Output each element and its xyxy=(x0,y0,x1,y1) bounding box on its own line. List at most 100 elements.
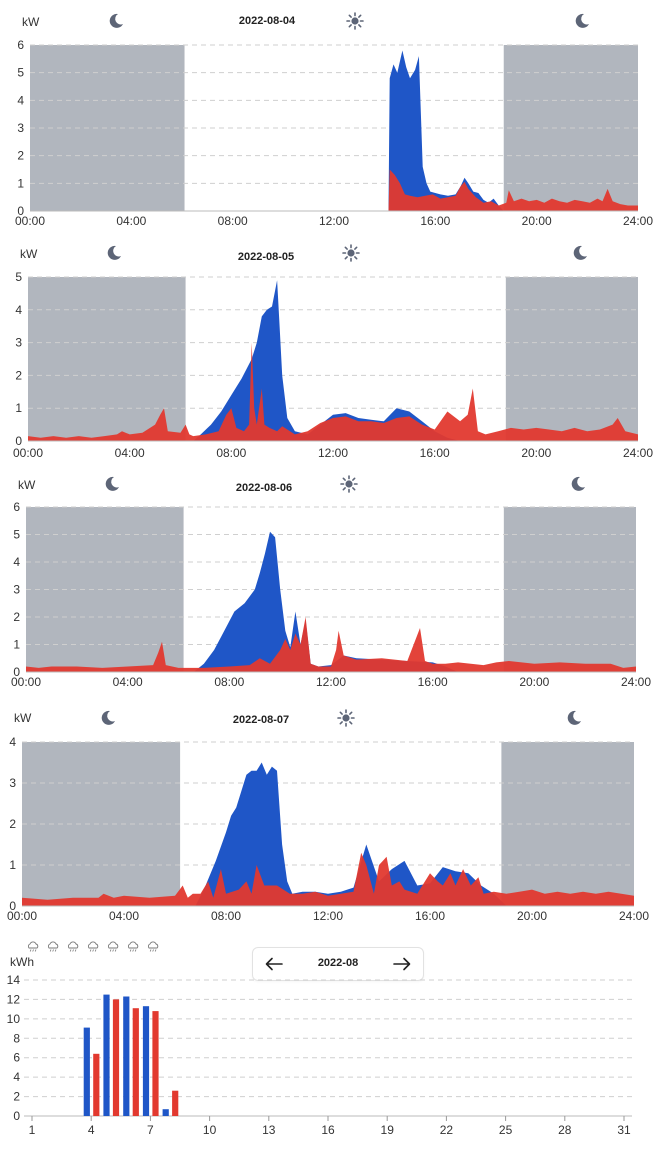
x-tick-label: 04:00 xyxy=(109,909,139,923)
y-tick-label: 2 xyxy=(13,610,20,624)
sun-icon xyxy=(337,709,355,727)
arrow-right-icon xyxy=(393,957,411,971)
y-tick-label: 5 xyxy=(13,528,20,542)
daily-chart-4: 0 1 2 3 4 00:00 04:00 08:00 12:00 16:00 20:00 24:00… xyxy=(7,709,649,923)
x-tick-label: 7 xyxy=(147,1123,154,1137)
daily-chart-2: 0 1 2 3 4 5 00:00 04:00 08:00 12:00 16:00 20:00 24:0… xyxy=(13,244,653,460)
moon-icon xyxy=(109,13,123,28)
cloud-rain-icon xyxy=(87,941,99,952)
cloud-rain-icon xyxy=(107,941,119,952)
consumption-area xyxy=(30,169,638,211)
x-tick-label: 00:00 xyxy=(11,675,41,689)
x-tick-label: 24:00 xyxy=(619,909,649,923)
period-label: 2022-08 xyxy=(317,957,359,969)
sun-icon xyxy=(342,244,360,262)
daily-chart-3: 0 1 2 3 4 5 6 00:00 04:00 08:00 12:00 16:00 20:00 24:… xyxy=(11,475,651,689)
x-tick-label: 08:00 xyxy=(216,446,246,460)
production-bar xyxy=(103,994,110,1116)
period-navigator: 2022-08 xyxy=(252,947,424,981)
x-tick-label: 20:00 xyxy=(521,446,551,460)
y-unit-label: kWh xyxy=(10,955,34,969)
x-tick-label: 12:00 xyxy=(316,675,346,689)
consumption-bar xyxy=(93,1053,100,1116)
y-tick-label: 12 xyxy=(7,992,21,1006)
cloud-rain-icon xyxy=(47,941,59,952)
next-month-button[interactable] xyxy=(389,952,415,976)
x-tick-label: 08:00 xyxy=(211,909,241,923)
night-shade xyxy=(22,742,181,906)
y-tick-label: 6 xyxy=(17,38,24,52)
moon-icon xyxy=(573,245,587,260)
consumption-area xyxy=(22,852,634,906)
x-tick-label: 16:00 xyxy=(415,909,445,923)
x-tick-label: 4 xyxy=(88,1123,95,1137)
y-tick-label: 0 xyxy=(13,665,20,679)
consumption-bar xyxy=(172,1090,179,1116)
production-bar xyxy=(83,1027,90,1116)
y-tick-label: 1 xyxy=(9,858,16,872)
chart-date-title: 2022-08-06 xyxy=(236,482,292,494)
cloud-rain-icon xyxy=(67,941,79,952)
x-tick-label: 00:00 xyxy=(13,446,43,460)
y-tick-label: 5 xyxy=(15,270,22,284)
x-tick-label: 00:00 xyxy=(15,214,45,228)
moon-icon xyxy=(105,476,119,491)
cloud-rain-icon xyxy=(147,941,159,952)
y-tick-label: 1 xyxy=(13,638,20,652)
x-tick-label: 12:00 xyxy=(313,909,343,923)
previous-month-button[interactable] xyxy=(261,952,287,976)
x-tick-label: 20:00 xyxy=(522,214,552,228)
x-tick-label: 04:00 xyxy=(113,675,143,689)
x-tick-label: 16:00 xyxy=(420,214,450,228)
consumption-bar xyxy=(132,1008,139,1116)
cloud-rain-icon xyxy=(127,941,139,952)
chart-date-title: 2022-08-07 xyxy=(233,714,289,726)
moon-icon xyxy=(101,710,115,725)
x-tick-label: 19 xyxy=(381,1123,395,1137)
production-bar xyxy=(162,1109,169,1116)
x-tick-label: 16:00 xyxy=(418,675,448,689)
y-tick-label: 3 xyxy=(15,336,22,350)
y-tick-label: 10 xyxy=(7,1012,21,1026)
y-tick-label: 1 xyxy=(17,176,24,190)
x-tick-label: 08:00 xyxy=(218,214,248,228)
x-tick-label: 1 xyxy=(29,1123,36,1137)
night-shade xyxy=(505,277,638,441)
y-tick-label: 6 xyxy=(13,1051,20,1065)
sun-icon xyxy=(346,12,364,30)
night-shade xyxy=(28,277,186,441)
y-tick-label: 14 xyxy=(7,973,21,987)
y-tick-label: 6 xyxy=(13,500,20,514)
consumption-area xyxy=(28,342,638,441)
x-tick-label: 12:00 xyxy=(318,446,348,460)
weather-icons-svg xyxy=(27,941,159,952)
x-tick-label: 28 xyxy=(558,1123,572,1137)
moon-icon xyxy=(575,13,589,28)
moon-icon xyxy=(567,710,581,725)
y-tick-label: 5 xyxy=(17,66,24,80)
y-tick-label: 3 xyxy=(17,121,24,135)
x-tick-label: 00:00 xyxy=(7,909,37,923)
moon-icon xyxy=(107,245,121,260)
arrow-left-icon xyxy=(265,957,283,971)
production-bar xyxy=(123,996,130,1116)
y-unit-label: kW xyxy=(18,478,36,492)
y-tick-label: 0 xyxy=(9,899,16,913)
x-tick-label: 20:00 xyxy=(517,909,547,923)
y-tick-label: 2 xyxy=(13,1090,20,1104)
consumption-bar xyxy=(152,1011,159,1116)
x-tick-label: 20:00 xyxy=(519,675,549,689)
y-tick-label: 4 xyxy=(9,735,16,749)
y-unit-label: kW xyxy=(20,247,38,261)
y-tick-label: 8 xyxy=(13,1031,20,1045)
x-tick-label: 16:00 xyxy=(420,446,450,460)
y-unit-label: kW xyxy=(14,711,32,725)
night-shade xyxy=(26,507,184,672)
x-tick-label: 13 xyxy=(262,1123,276,1137)
y-tick-label: 2 xyxy=(15,368,22,382)
moon-icon xyxy=(571,476,585,491)
x-tick-label: 24:00 xyxy=(623,446,653,460)
x-tick-label: 16 xyxy=(321,1123,335,1137)
y-tick-label: 4 xyxy=(13,555,20,569)
